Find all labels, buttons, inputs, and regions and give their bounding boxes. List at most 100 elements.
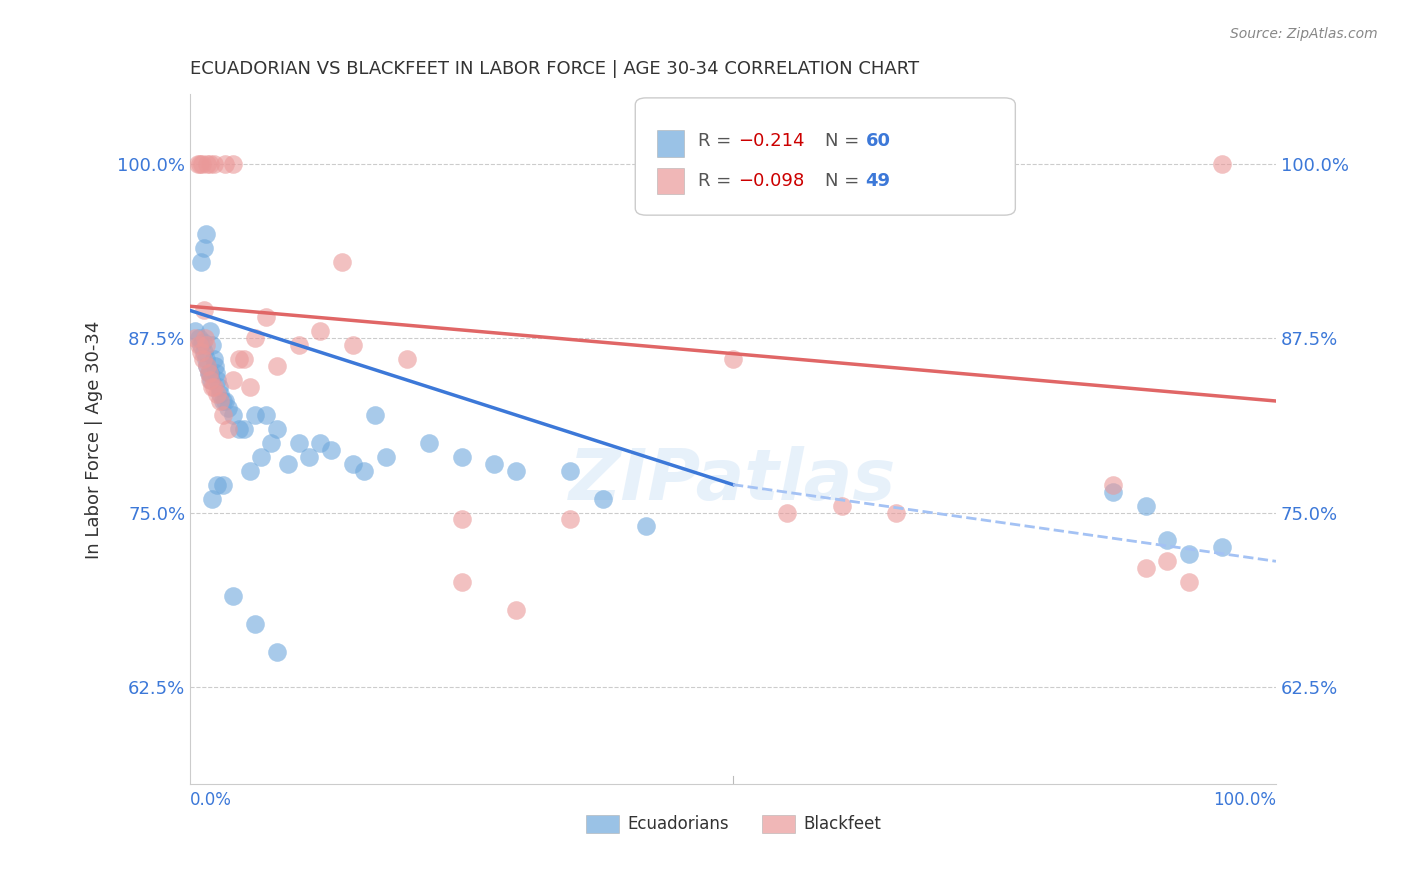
Point — [211, 408, 233, 422]
Point — [202, 352, 225, 367]
Point — [249, 450, 271, 464]
Point — [222, 408, 245, 422]
Point — [245, 408, 267, 422]
Text: N =: N = — [825, 132, 859, 151]
FancyBboxPatch shape — [657, 130, 685, 156]
Point — [363, 408, 385, 422]
Point — [1156, 554, 1178, 568]
Point — [202, 157, 225, 171]
Point — [197, 157, 219, 171]
Point — [214, 394, 236, 409]
Point — [193, 303, 215, 318]
Point — [191, 157, 214, 171]
Point — [205, 366, 228, 380]
Point — [200, 373, 222, 387]
Point — [188, 157, 211, 171]
Point — [197, 359, 219, 374]
Text: N =: N = — [825, 171, 859, 190]
Y-axis label: In Labor Force | Age 30-34: In Labor Force | Age 30-34 — [86, 320, 103, 558]
Point — [217, 401, 239, 415]
Text: Ecuadorians: Ecuadorians — [627, 814, 730, 832]
Point — [245, 331, 267, 345]
Point — [239, 464, 262, 478]
Point — [450, 512, 472, 526]
Point — [194, 331, 217, 345]
Point — [211, 477, 233, 491]
Point — [197, 366, 219, 380]
Point — [209, 387, 232, 401]
Point — [353, 464, 375, 478]
Point — [205, 373, 228, 387]
Point — [191, 352, 214, 367]
Point — [228, 422, 250, 436]
Point — [187, 157, 209, 171]
Point — [190, 254, 212, 268]
Point — [211, 394, 233, 409]
FancyBboxPatch shape — [636, 98, 1015, 215]
Point — [1211, 157, 1233, 171]
Point — [239, 380, 262, 394]
Point — [195, 352, 218, 367]
Point — [342, 338, 364, 352]
Point — [482, 457, 505, 471]
Point — [884, 506, 907, 520]
Point — [1135, 499, 1157, 513]
Text: R =: R = — [699, 171, 731, 190]
FancyBboxPatch shape — [762, 815, 794, 832]
Point — [1178, 575, 1201, 590]
Point — [287, 435, 309, 450]
Point — [198, 366, 221, 380]
Point — [195, 227, 218, 241]
Point — [266, 359, 288, 374]
Point — [201, 491, 224, 506]
Point — [396, 352, 419, 367]
Point — [214, 157, 236, 171]
Text: 100.0%: 100.0% — [1213, 791, 1277, 809]
Text: Source: ZipAtlas.com: Source: ZipAtlas.com — [1230, 27, 1378, 41]
Point — [190, 338, 212, 352]
Point — [193, 345, 215, 359]
Text: Blackfeet: Blackfeet — [804, 814, 882, 832]
Text: R =: R = — [699, 132, 731, 151]
Point — [418, 435, 440, 450]
Point — [450, 575, 472, 590]
Point — [204, 359, 226, 374]
Point — [187, 331, 209, 345]
Text: −0.214: −0.214 — [738, 132, 804, 151]
Point — [277, 457, 299, 471]
Point — [205, 477, 228, 491]
Text: ECUADORIAN VS BLACKFEET IN LABOR FORCE | AGE 30-34 CORRELATION CHART: ECUADORIAN VS BLACKFEET IN LABOR FORCE |… — [190, 60, 920, 78]
Point — [201, 338, 224, 352]
Point — [1102, 477, 1125, 491]
Point — [193, 241, 215, 255]
Point — [636, 519, 658, 533]
Point — [233, 422, 256, 436]
FancyBboxPatch shape — [657, 169, 685, 194]
Point — [217, 422, 239, 436]
Point — [201, 380, 224, 394]
FancyBboxPatch shape — [586, 815, 619, 832]
Point — [254, 408, 277, 422]
Point — [505, 464, 527, 478]
Point — [287, 338, 309, 352]
Point — [298, 450, 321, 464]
Point — [195, 338, 218, 352]
Point — [222, 373, 245, 387]
Point — [505, 603, 527, 617]
Point — [558, 512, 581, 526]
Point — [260, 435, 283, 450]
Point — [198, 157, 221, 171]
Point — [592, 491, 614, 506]
Point — [254, 310, 277, 325]
Point — [202, 380, 225, 394]
Point — [222, 589, 245, 603]
Point — [1135, 561, 1157, 575]
Point — [222, 157, 245, 171]
Point — [197, 366, 219, 380]
Point — [184, 324, 207, 338]
Text: 0.0%: 0.0% — [190, 791, 232, 809]
Point — [187, 338, 209, 352]
Point — [233, 352, 256, 367]
Point — [776, 506, 799, 520]
Point — [450, 450, 472, 464]
